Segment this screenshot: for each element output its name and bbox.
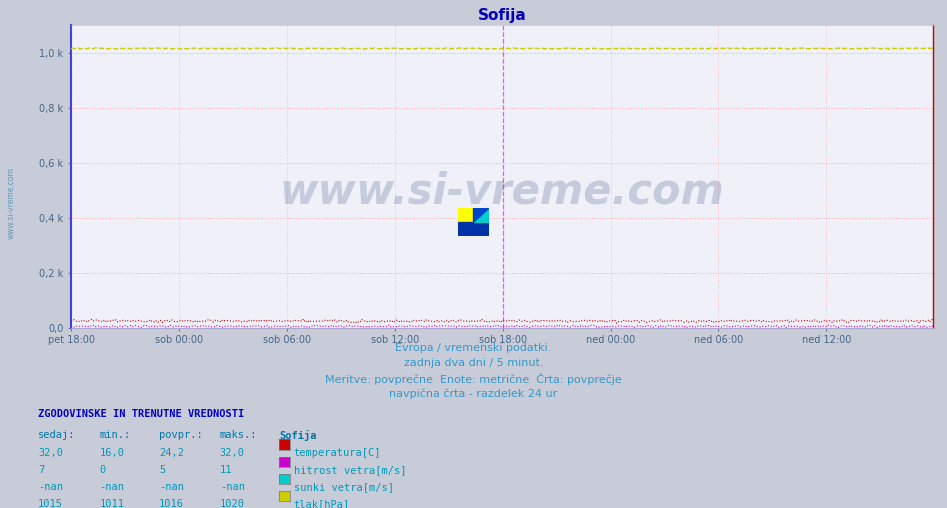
- Text: temperatura[C]: temperatura[C]: [294, 448, 381, 458]
- Text: www.si-vreme.com: www.si-vreme.com: [7, 167, 16, 239]
- Text: www.si-vreme.com: www.si-vreme.com: [279, 171, 724, 213]
- Text: 0: 0: [99, 465, 106, 475]
- Polygon shape: [474, 208, 489, 223]
- Text: tlak[hPa]: tlak[hPa]: [294, 499, 349, 508]
- Text: 32,0: 32,0: [38, 448, 63, 458]
- Text: 32,0: 32,0: [220, 448, 244, 458]
- Polygon shape: [474, 208, 489, 223]
- Text: Sofija: Sofija: [279, 430, 317, 441]
- Text: sedaj:: sedaj:: [38, 430, 76, 440]
- Text: min.:: min.:: [99, 430, 131, 440]
- Text: povpr.:: povpr.:: [159, 430, 203, 440]
- Title: Sofija: Sofija: [477, 8, 527, 23]
- Text: sunki vetra[m/s]: sunki vetra[m/s]: [294, 482, 394, 492]
- Text: maks.:: maks.:: [220, 430, 258, 440]
- Text: hitrost vetra[m/s]: hitrost vetra[m/s]: [294, 465, 406, 475]
- Text: Evropa / vremenski podatki.: Evropa / vremenski podatki.: [395, 343, 552, 353]
- Text: zadnja dva dni / 5 minut.: zadnja dva dni / 5 minut.: [403, 358, 544, 368]
- Text: 11: 11: [220, 465, 232, 475]
- Text: navpična črta - razdelek 24 ur: navpična črta - razdelek 24 ur: [389, 389, 558, 399]
- Text: Meritve: povprečne  Enote: metrične  Črta: povprečje: Meritve: povprečne Enote: metrične Črta:…: [325, 373, 622, 386]
- Text: 1015: 1015: [38, 499, 63, 508]
- Text: ZGODOVINSKE IN TRENUTNE VREDNOSTI: ZGODOVINSKE IN TRENUTNE VREDNOSTI: [38, 409, 244, 419]
- Text: 1020: 1020: [220, 499, 244, 508]
- Text: -nan: -nan: [159, 482, 184, 492]
- Text: -nan: -nan: [38, 482, 63, 492]
- Bar: [458, 208, 474, 223]
- Text: 1016: 1016: [159, 499, 184, 508]
- Text: 7: 7: [38, 465, 45, 475]
- Text: 24,2: 24,2: [159, 448, 184, 458]
- Text: -nan: -nan: [99, 482, 124, 492]
- Text: 5: 5: [159, 465, 166, 475]
- Bar: [458, 223, 489, 236]
- Polygon shape: [474, 208, 489, 223]
- Text: -nan: -nan: [220, 482, 244, 492]
- Text: 1011: 1011: [99, 499, 124, 508]
- Text: 16,0: 16,0: [99, 448, 124, 458]
